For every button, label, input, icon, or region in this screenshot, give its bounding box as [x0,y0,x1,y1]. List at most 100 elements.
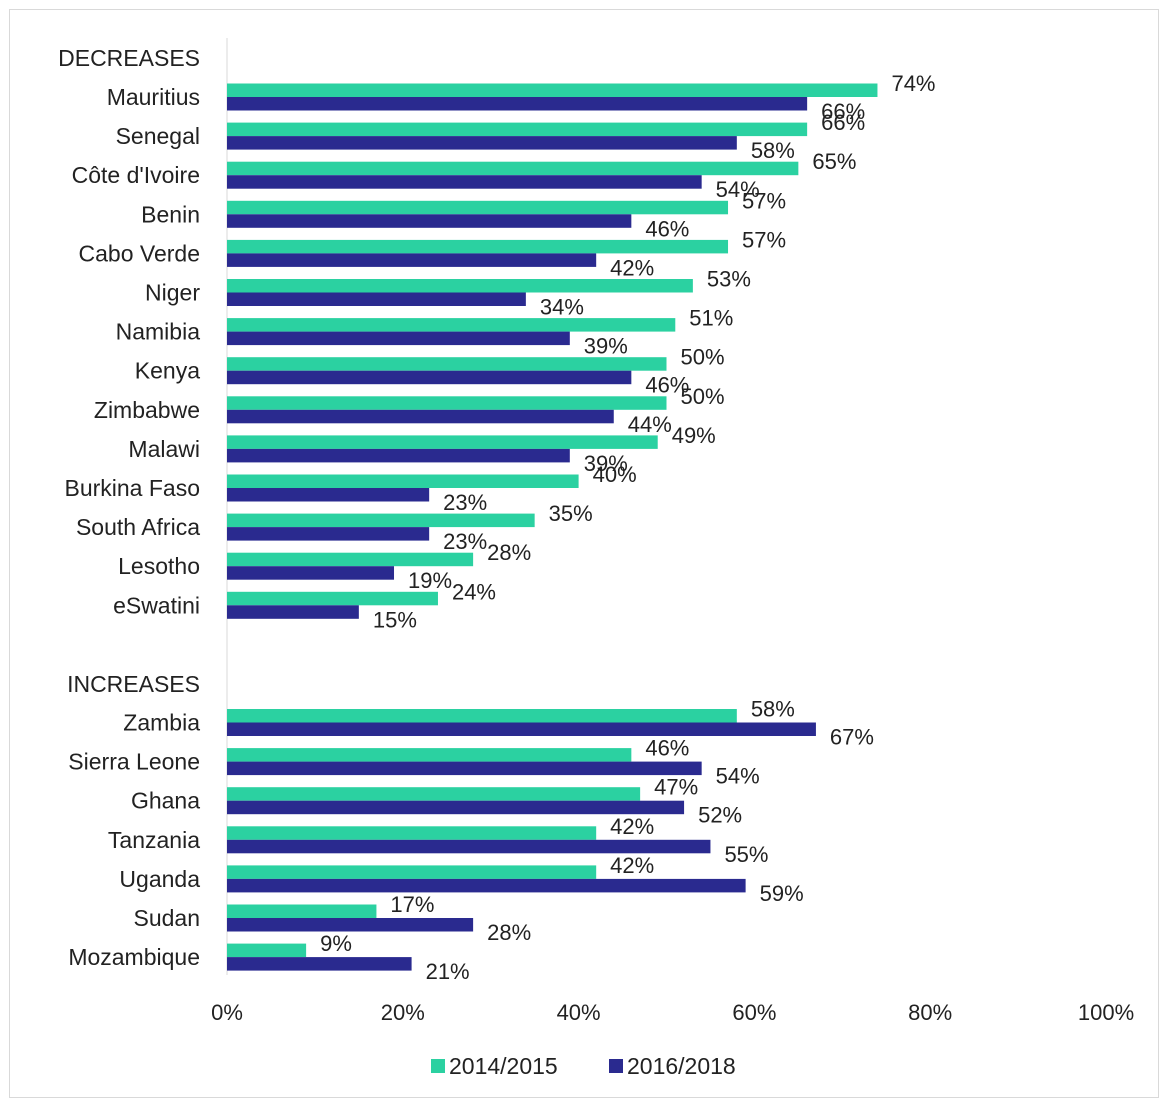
bar [227,879,746,893]
category-label: Niger [145,280,200,306]
data-label: 51% [689,306,733,331]
data-label: 54% [716,764,760,789]
bar [227,214,631,228]
bar [227,553,473,567]
data-label: 52% [698,803,742,828]
bar [227,723,816,737]
data-label: 46% [645,216,689,241]
data-label: 66% [821,110,865,135]
bar [227,318,675,332]
category-label: Uganda [119,866,200,892]
data-label: 74% [891,71,935,96]
bar [227,566,394,580]
bar [227,84,877,98]
bar [227,357,667,371]
category-label: Zambia [123,710,200,736]
data-label: 42% [610,255,654,280]
bar [227,475,579,489]
category-label: Senegal [116,123,200,149]
data-label: 23% [443,529,487,554]
data-label: 58% [751,697,795,722]
data-label: 58% [751,138,795,163]
bar [227,201,728,215]
data-label: 49% [672,423,716,448]
category-label: Sierra Leone [68,749,200,775]
bar [227,605,359,619]
data-label: 47% [654,775,698,800]
data-label: 9% [320,931,352,956]
data-label: 55% [724,842,768,867]
legend-swatch [609,1059,623,1073]
bar [227,748,631,762]
category-label: eSwatini [113,592,200,618]
group-heading: INCREASES [67,671,200,697]
data-label: 40% [593,462,637,487]
bar [227,514,535,528]
group-heading: DECREASES [58,45,200,71]
legend-swatch [431,1059,445,1073]
bar [227,253,596,267]
bar [227,840,710,854]
data-label: 23% [443,490,487,515]
bar [227,527,429,541]
bar [227,136,737,150]
bar [227,865,596,879]
legend-label: 2016/2018 [627,1053,736,1079]
data-label: 39% [584,334,628,359]
data-label: 65% [812,149,856,174]
data-label: 17% [390,892,434,917]
category-label: Lesotho [118,553,200,579]
bar [227,488,429,502]
data-label: 28% [487,920,531,945]
data-label: 34% [540,295,584,320]
data-label: 15% [373,607,417,632]
x-tick-label: 40% [557,1000,601,1025]
data-label: 50% [681,345,725,370]
bar [227,905,376,919]
data-label: 35% [549,501,593,526]
legend-label: 2014/2015 [449,1053,558,1079]
category-label: Burkina Faso [64,475,200,501]
data-label: 57% [742,227,786,252]
category-label: Namibia [116,319,201,345]
data-label: 57% [742,188,786,213]
bar [227,435,658,449]
bar [227,97,807,111]
category-label: Kenya [135,358,200,384]
data-label: 42% [610,814,654,839]
data-label: 19% [408,568,452,593]
data-label: 67% [830,725,874,750]
data-label: 50% [681,384,725,409]
x-tick-label: 20% [381,1000,425,1025]
bar [227,787,640,801]
data-label: 59% [760,881,804,906]
category-label: South Africa [76,514,200,540]
data-label: 24% [452,579,496,604]
x-tick-label: 80% [908,1000,952,1025]
category-label: Ghana [131,788,200,814]
x-tick-label: 100% [1078,1000,1134,1025]
bar [227,944,306,958]
bar [227,449,570,463]
bar [227,410,614,424]
category-label: Côte d'Ivoire [72,162,200,188]
category-label: Malawi [128,436,200,462]
category-label: Mauritius [107,84,200,110]
bar [227,826,596,840]
data-label: 44% [628,412,672,437]
data-label: 53% [707,267,751,292]
data-label: 46% [645,736,689,761]
x-tick-label: 60% [732,1000,776,1025]
bar [227,396,667,410]
bar [227,240,728,254]
category-label: Sudan [133,905,200,931]
category-label: Tanzania [108,827,200,853]
category-label: Mozambique [68,944,200,970]
bar [227,801,684,815]
x-tick-label: 0% [211,1000,243,1025]
category-label: Benin [141,201,200,227]
data-label: 42% [610,853,654,878]
data-label: 21% [426,959,470,984]
bar [227,175,702,189]
